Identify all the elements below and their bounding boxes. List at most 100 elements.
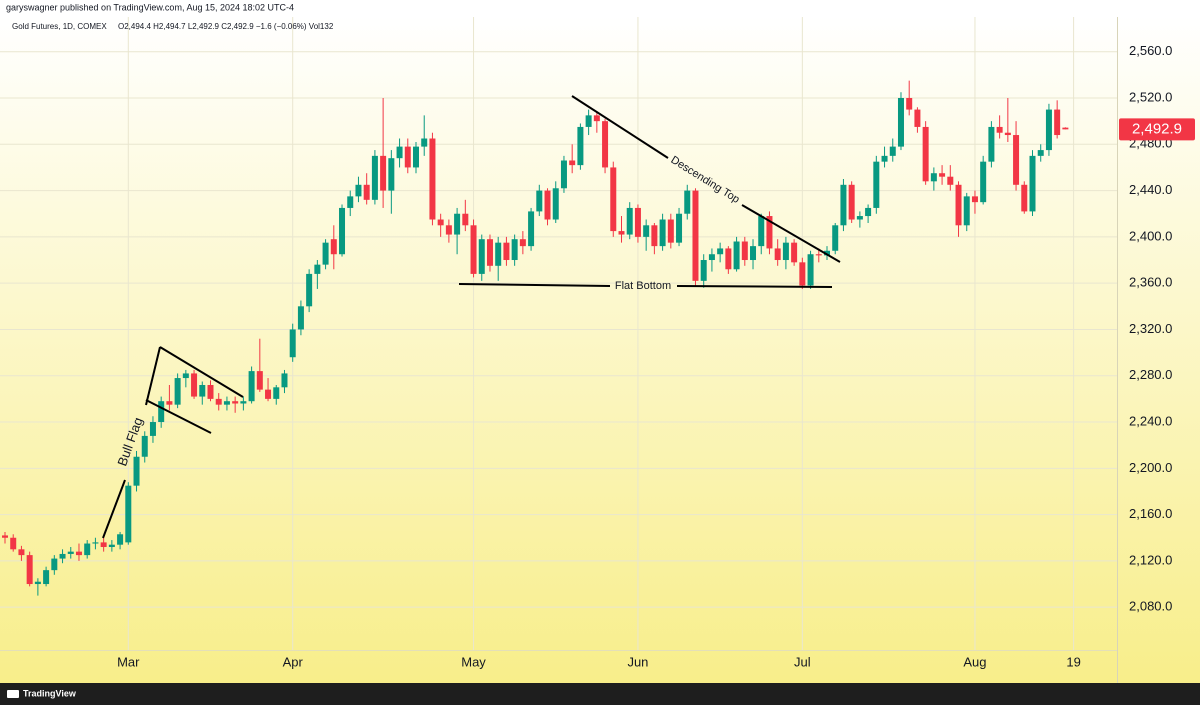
bull-flag-upper [159,346,244,398]
x-tick-label: May [461,654,486,669]
candle-body [528,211,535,247]
candle-body [848,184,855,220]
candle-body [289,329,296,358]
candle-body [347,196,354,208]
candle-body [766,216,773,249]
candle-body [651,225,658,247]
candle-body [799,262,806,286]
candle-body [240,401,247,404]
candle-body [889,146,896,156]
candle-body [774,248,781,261]
candle-body [832,225,839,251]
candle-body [92,542,99,544]
candle-body [84,543,91,556]
candle-body [199,384,206,397]
candle-body [930,173,937,182]
y-tick-label: 2,160.0 [1129,506,1172,521]
candle-body [610,167,617,232]
candle-body [133,456,140,486]
candle-body [306,273,313,307]
x-tick-label: 19 [1066,654,1080,669]
candle-body [955,184,962,226]
candle-body [560,160,567,189]
flat-bottom-line [676,285,833,288]
candle-body [552,188,559,220]
candle-body [873,161,880,208]
candle-body [758,216,765,247]
candle-body [182,373,189,379]
y-tick-label: 2,240.0 [1129,413,1172,428]
candle-body [478,239,485,274]
x-tick-label: Mar [117,654,140,669]
candle-body [626,207,633,235]
bull-flag-lower [145,399,212,434]
candle-body [741,241,748,261]
candle-body [750,246,757,261]
candle-body [897,98,904,147]
top-strip [0,0,1200,17]
candle-body [125,485,132,543]
candle-body [2,535,8,538]
candle-body [1004,132,1011,136]
candle-body [108,544,115,548]
candle-body [256,371,263,390]
candle-body [980,161,987,203]
candle-body [380,155,387,191]
candle-body [18,549,25,556]
plot-background [0,17,1200,683]
candle-body [708,254,715,261]
candle-body [495,242,502,266]
candle-body [215,398,222,405]
footer-bar [0,683,1200,705]
candle-body [519,239,526,247]
candle-body [667,219,674,243]
candle-body [43,570,50,585]
y-tick-label: 2,080.0 [1129,599,1172,614]
candle-body [824,250,830,256]
candle-body [10,537,17,550]
symbol-title: Gold Futures, 1D, COMEX [12,22,107,31]
candle-body [659,219,666,247]
x-tick-label: Aug [963,654,986,669]
candle-body [725,248,732,270]
candle-body [1045,109,1052,151]
candle-body [643,225,650,237]
candle-body [618,231,625,235]
candle-body [544,190,551,220]
candle-body [470,225,477,274]
y-tick-label: 2,400.0 [1129,228,1172,243]
candle-body [421,138,428,147]
y-tick-label: 2,200.0 [1129,460,1172,475]
y-tick-label: 2,120.0 [1129,552,1172,567]
last-price-box [1119,118,1195,141]
candle-body [717,248,724,255]
candle-body [881,155,888,162]
candle-body [963,196,970,226]
candle-body [692,190,699,281]
brand-logo [7,690,19,698]
candle-body [404,146,411,168]
candle-body [191,373,198,397]
candle-body [807,254,814,286]
candle-body [34,581,41,585]
y-tick-label: 2,360.0 [1129,275,1172,290]
candle-body [577,126,584,166]
candle-body [733,241,740,270]
candle-body [1021,184,1028,212]
candle-body [700,260,707,281]
candle-body [396,146,403,159]
candle-body [388,158,395,191]
candle-body [922,126,929,182]
candle-body [281,373,288,388]
candle-body [355,184,362,197]
candle-body [1037,150,1044,156]
candle-body [248,371,255,402]
candle-body [158,401,165,423]
candle-body [462,213,469,226]
candle-body [865,207,872,217]
y-tick-label: 2,280.0 [1129,367,1172,382]
ohlc-legend: O2,494.4 H2,494.7 L2,492.9 C2,492.9 −1.6… [118,22,334,31]
candle-body [1062,127,1069,130]
candle-body [939,173,946,177]
candle-body [413,146,419,168]
